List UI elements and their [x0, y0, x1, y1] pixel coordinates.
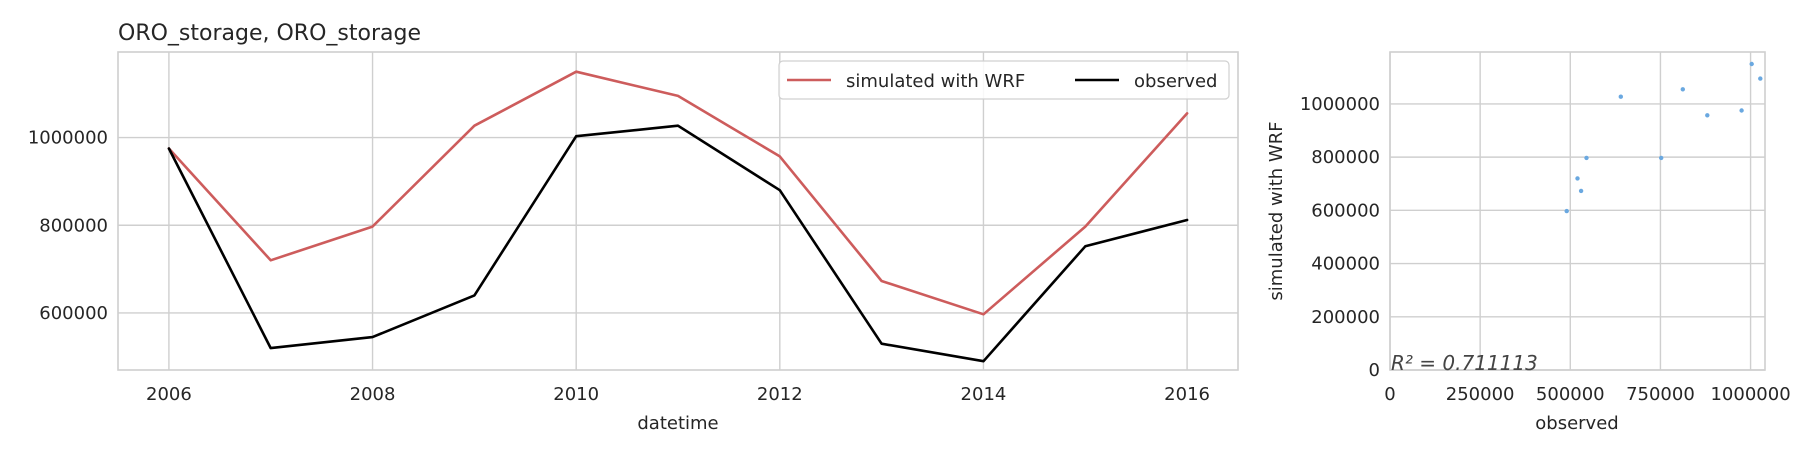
scatter-point [1680, 87, 1686, 92]
scatter-chart-frame [1389, 51, 1766, 371]
line-chart-frame [117, 51, 1239, 371]
legend-label-observed: observed [1134, 71, 1217, 92]
line-chart: ORO_storage, ORO_storage 2006 2008 2010 201… [28, 21, 1239, 434]
scatter-chart-x-tick-label: 0 [1384, 384, 1395, 405]
line-chart-x-label: datetime [637, 413, 718, 434]
scatter-chart-y-ticks: 0 200000 400000 600000 800000 1000000 [1300, 94, 1380, 381]
series-line-simulated [167, 70, 1189, 316]
scatter-point [1578, 188, 1584, 194]
scatter-point [1749, 61, 1754, 67]
scatter-point [1659, 155, 1664, 161]
line-chart-title: ORO_storage, ORO_storage [118, 21, 421, 46]
line-chart-y-tick-label: 600000 [39, 303, 108, 324]
scatter-chart-y-tick-label: 200000 [1311, 307, 1380, 328]
legend-label-simulated: simulated with WRF [846, 71, 1025, 92]
scatter-point [1618, 94, 1624, 99]
line-chart-series [167, 70, 1189, 363]
scatter-point [1575, 176, 1580, 181]
scatter-chart-y-tick-label: 400000 [1311, 254, 1380, 275]
legend: simulated with WRF observed [778, 60, 1230, 100]
series-line-observed [167, 124, 1189, 363]
line-chart-x-tick-label: 2014 [961, 384, 1007, 405]
scatter-chart-y-tick-label: 1000000 [1300, 94, 1380, 115]
line-chart-grid [118, 52, 1238, 370]
scatter-chart-y-tick-label: 800000 [1311, 147, 1380, 168]
r-squared-annotation: R² = 0.711113 [1391, 351, 1538, 375]
scatter-point [1705, 113, 1710, 118]
scatter-chart: 0 250000 500000 750000 1000000 0 200000 400000… [1266, 51, 1791, 434]
scatter-chart-grid [1389, 52, 1765, 371]
scatter-point [1564, 208, 1569, 214]
scatter-chart-x-tick-label: 500000 [1536, 384, 1605, 405]
line-chart-x-tick-label: 2006 [146, 384, 192, 405]
scatter-point [1584, 155, 1589, 161]
line-chart-y-tick-label: 800000 [39, 215, 108, 236]
line-chart-x-tick-label: 2012 [757, 384, 803, 405]
line-chart-y-ticks: 600000 800000 1000000 [28, 128, 108, 324]
line-chart-y-tick-label: 1000000 [28, 128, 108, 149]
line-chart-x-ticks: 2006 2008 2010 2012 2014 2016 [146, 384, 1210, 405]
line-chart-x-tick-label: 2016 [1164, 384, 1210, 405]
scatter-chart-y-tick-label: 600000 [1311, 200, 1380, 221]
scatter-chart-y-tick-label: 0 [1369, 360, 1380, 381]
line-chart-x-tick-label: 2010 [553, 384, 599, 405]
legend-box [778, 60, 1230, 100]
scatter-point [1758, 76, 1763, 81]
scatter-point [1739, 108, 1744, 113]
line-chart-x-tick-label: 2008 [350, 384, 396, 405]
scatter-chart-x-ticks: 0 250000 500000 750000 1000000 [1384, 384, 1790, 405]
scatter-chart-y-label: simulated with WRF [1266, 121, 1287, 300]
scatter-chart-x-tick-label: 1000000 [1710, 384, 1790, 405]
scatter-chart-points [1564, 61, 1763, 214]
scatter-chart-x-label: observed [1535, 413, 1618, 434]
scatter-chart-x-tick-label: 250000 [1446, 384, 1515, 405]
scatter-chart-x-tick-label: 750000 [1626, 384, 1695, 405]
